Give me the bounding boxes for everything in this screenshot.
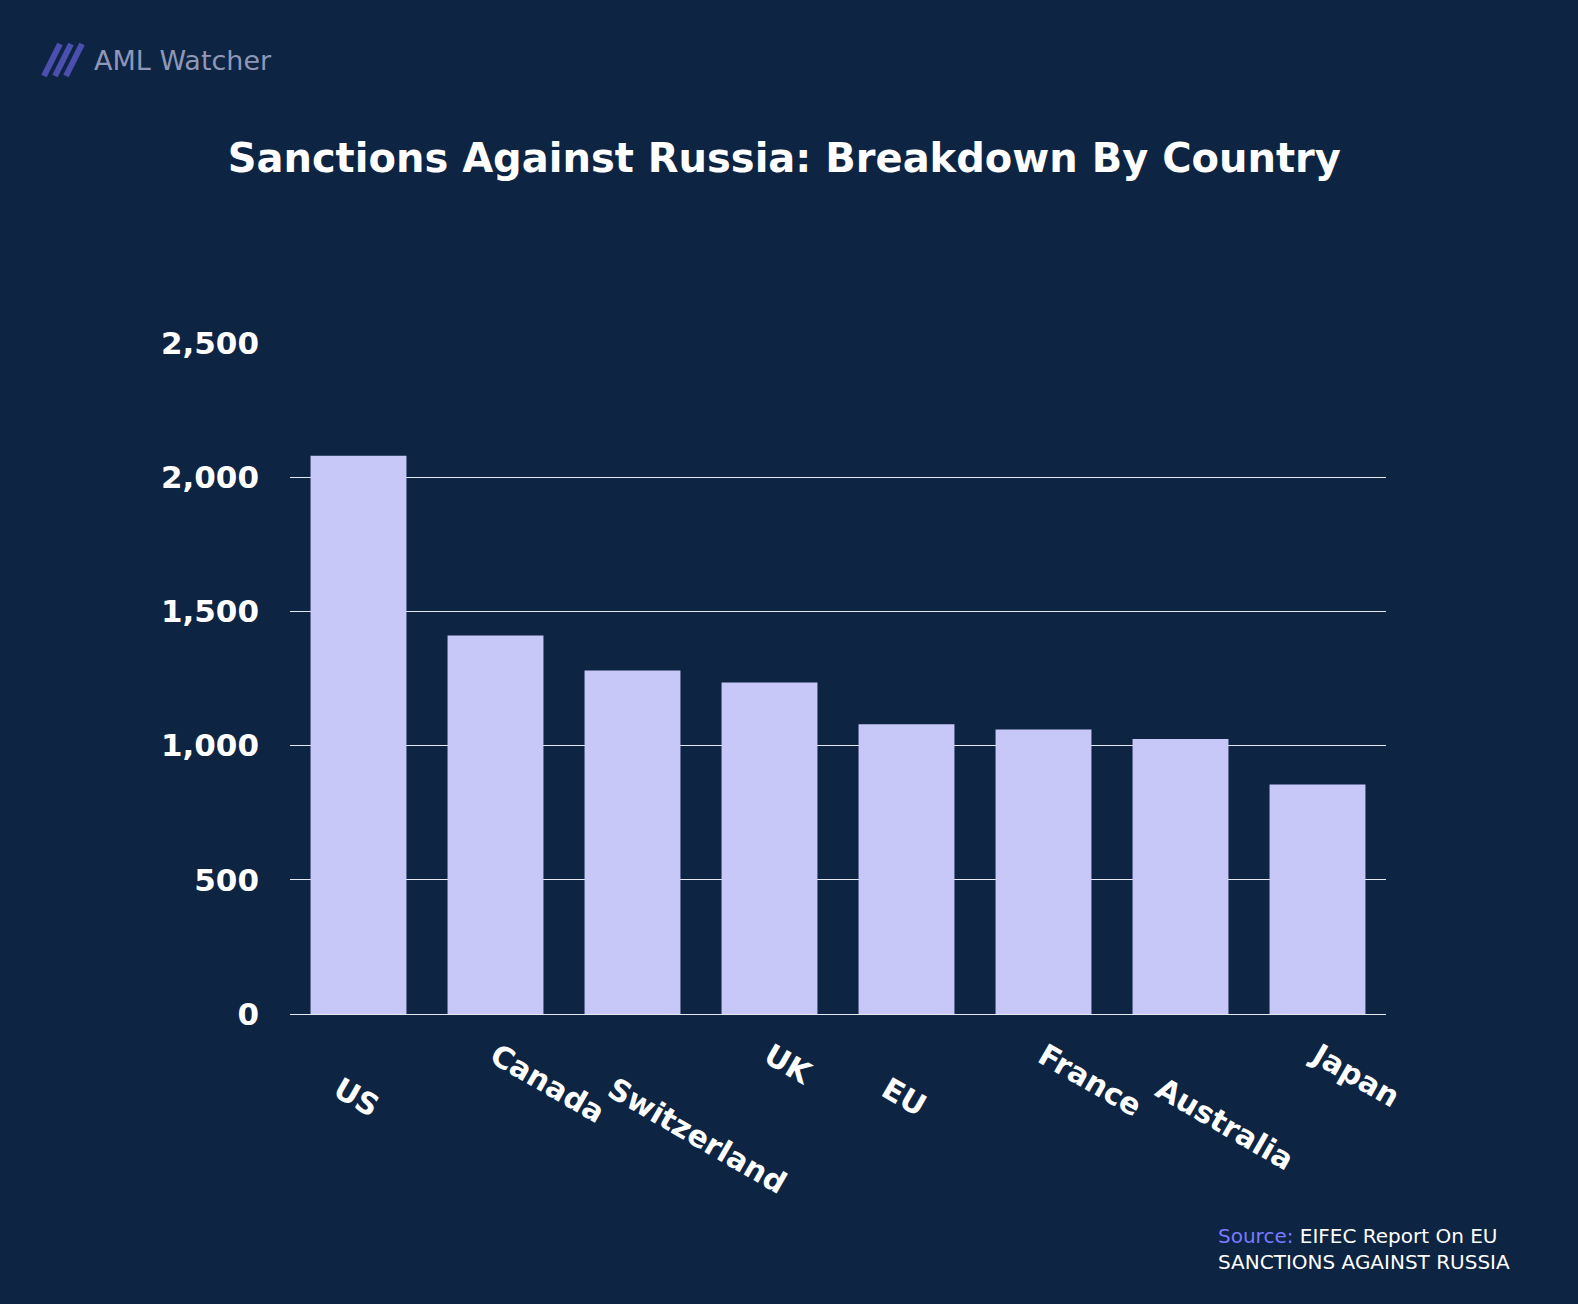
svg-text:AML Watcher: AML Watcher — [94, 45, 272, 76]
svg-text:Source: EIFEC Report On EUSANC: Source: EIFEC Report On EUSANCTIONS AGAI… — [1218, 1224, 1510, 1274]
svg-text:Canada: Canada — [485, 1037, 611, 1130]
svg-text:500: 500 — [194, 862, 259, 898]
svg-text:EU: EU — [876, 1071, 932, 1124]
svg-text:Sanctions Against Russia: Brea: Sanctions Against Russia: Breakdown By C… — [228, 135, 1341, 181]
svg-text:2,500: 2,500 — [161, 325, 259, 361]
svg-text:2,000: 2,000 — [161, 459, 259, 495]
svg-text:Switzerland: Switzerland — [602, 1071, 793, 1201]
svg-text:1,000: 1,000 — [161, 727, 259, 763]
svg-text:Japan: Japan — [1305, 1036, 1406, 1115]
svg-text:0: 0 — [237, 996, 259, 1032]
svg-text:1,500: 1,500 — [161, 593, 259, 629]
svg-text:US: US — [328, 1071, 385, 1124]
svg-text:UK: UK — [759, 1037, 819, 1092]
svg-text:Australia: Australia — [1150, 1071, 1300, 1178]
svg-text:France: France — [1033, 1037, 1148, 1124]
